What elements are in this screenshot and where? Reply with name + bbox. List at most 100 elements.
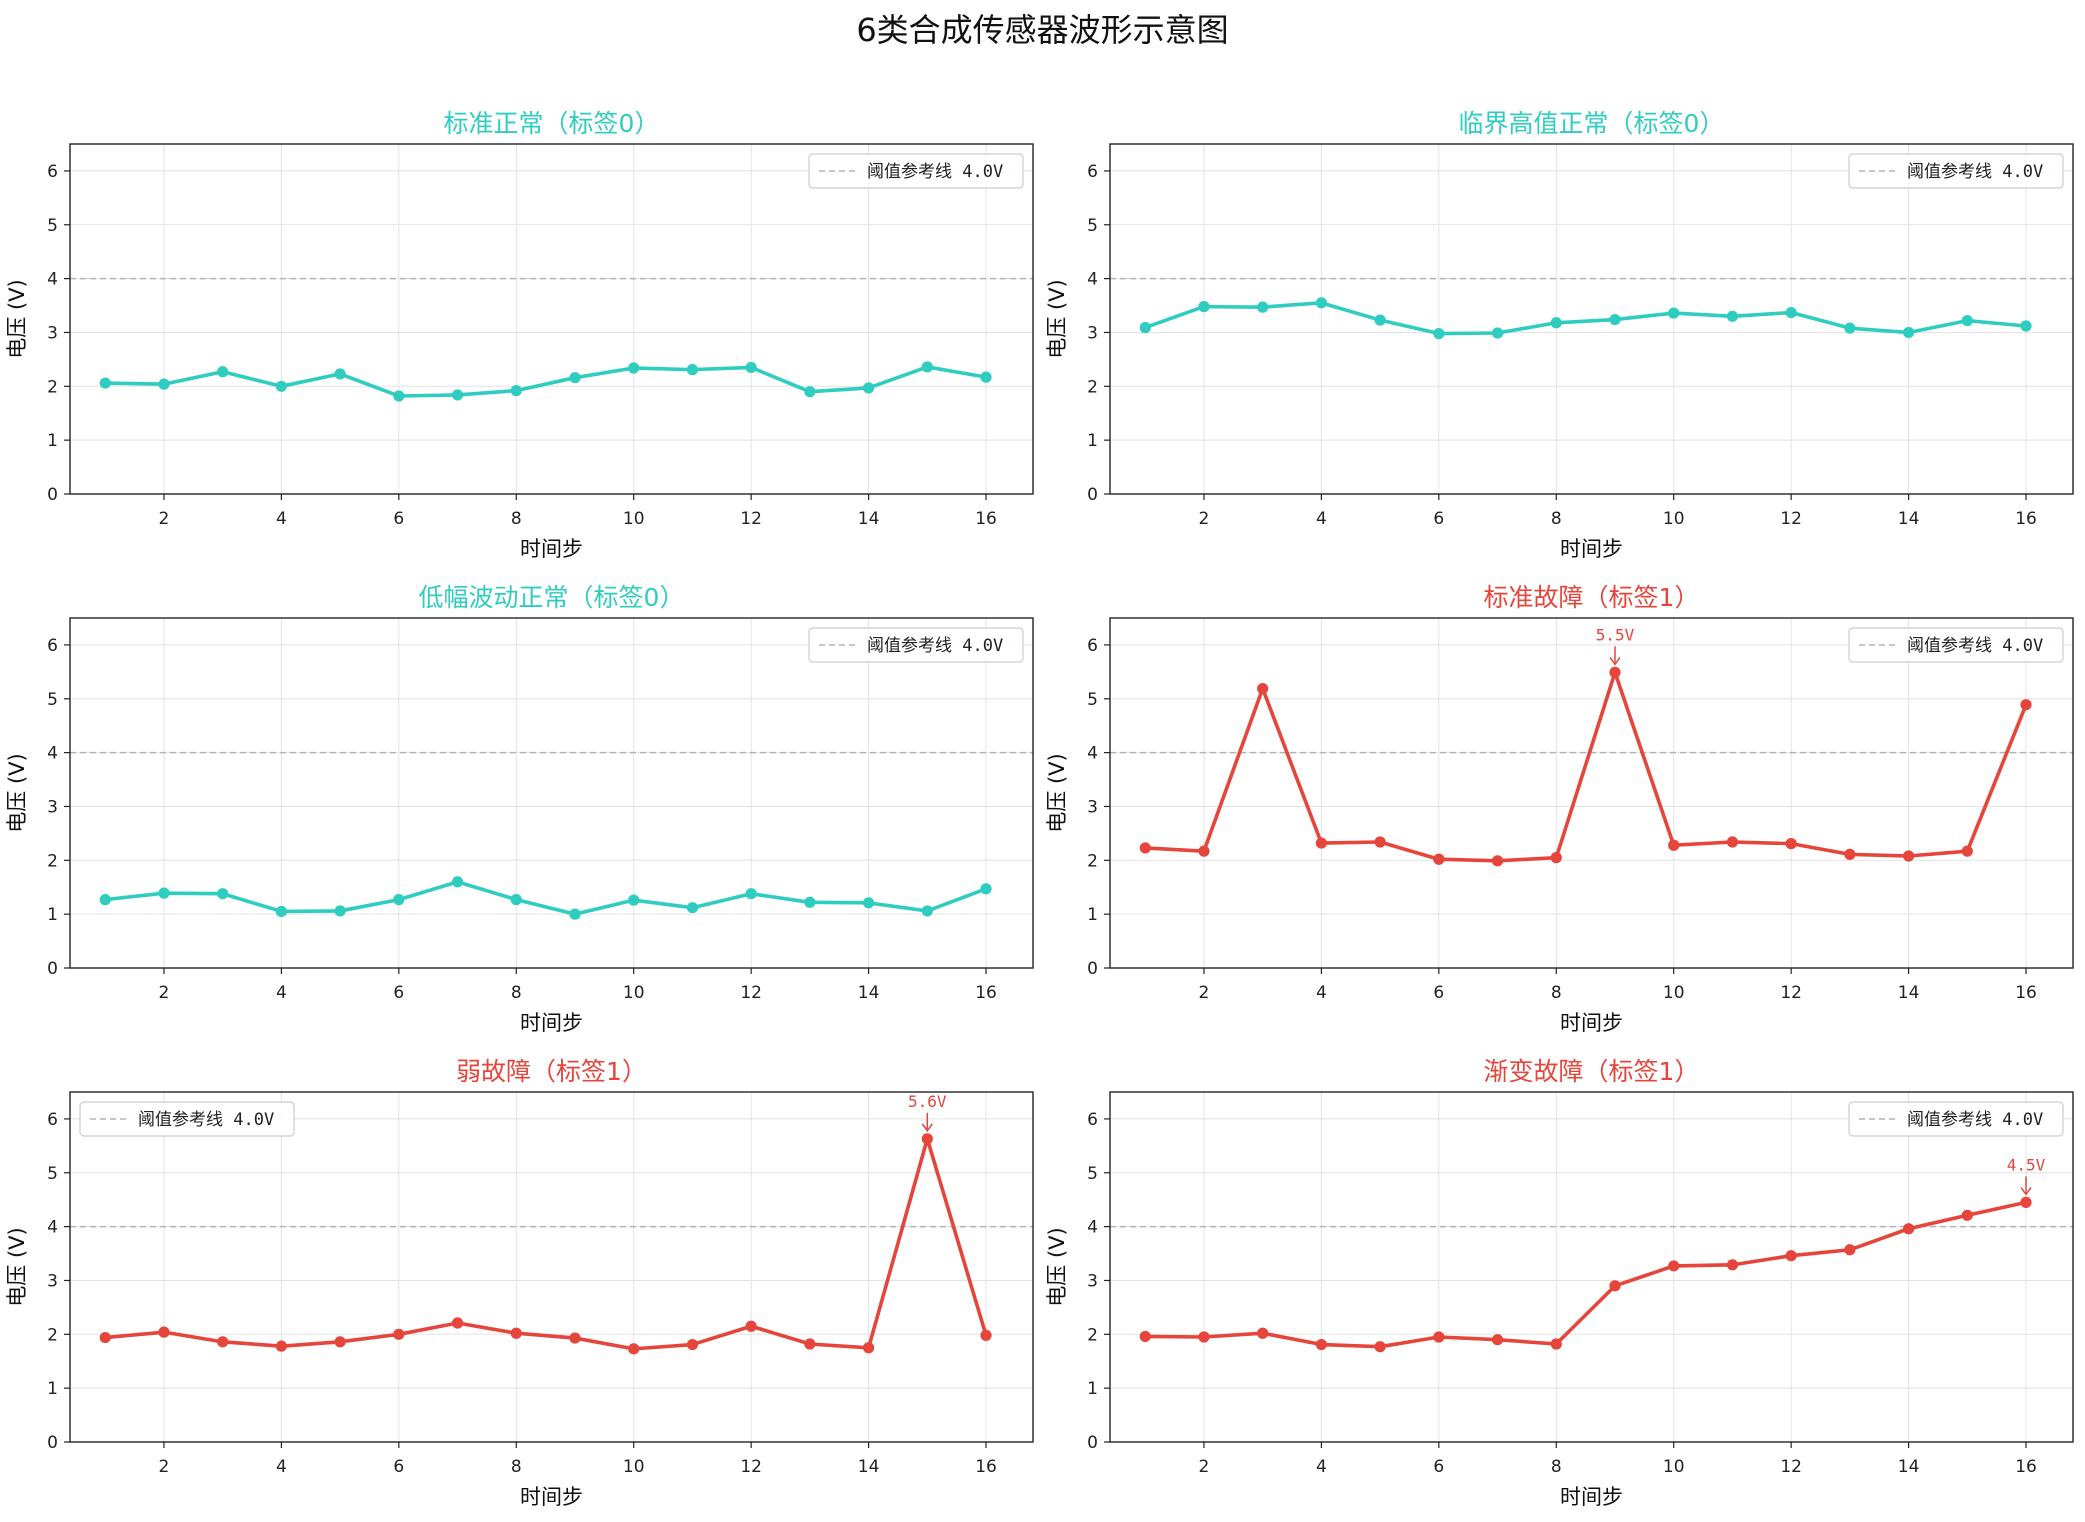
- legend: 阈值参考线 4.0V: [79, 1101, 295, 1137]
- y-tick-label: 1: [1087, 905, 1098, 925]
- x-tick-label: 10: [1663, 1457, 1685, 1477]
- data-point: [2020, 320, 2032, 332]
- data-point: [804, 1338, 816, 1350]
- data-point: [393, 1328, 405, 1340]
- subplot-title: 弱故障（标签1）: [456, 1057, 647, 1086]
- data-point: [686, 902, 699, 914]
- data-point: [921, 905, 933, 917]
- series-line: [1145, 670, 2028, 863]
- data-point: [1902, 1223, 1915, 1235]
- legend: 阈值参考线 4.0V: [1848, 1101, 2064, 1137]
- y-tick-label: 1: [1087, 431, 1098, 451]
- x-tick-label: 2: [159, 983, 170, 1003]
- y-axis-label: 电压 (V): [1045, 753, 1069, 832]
- x-tick-label: 8: [1551, 509, 1562, 529]
- x-axis-label: 时间步: [1560, 1011, 1623, 1035]
- y-tick-label: 4: [47, 1218, 58, 1238]
- data-point: [1198, 1331, 1210, 1343]
- data-point: [862, 1342, 875, 1354]
- y-tick-label: 2: [1087, 377, 1098, 397]
- data-point: [1491, 855, 1504, 867]
- legend-label: 阈值参考线 4.0V: [1907, 636, 2043, 656]
- series-line: [105, 365, 987, 398]
- data-point: [628, 894, 640, 906]
- subplot-title: 标准正常（标签0）: [444, 109, 660, 138]
- legend: 阈值参考线 4.0V: [808, 627, 1024, 663]
- legend-box: [79, 1101, 295, 1137]
- data-point: [334, 1336, 346, 1348]
- data-point: [2020, 1196, 2032, 1208]
- data-point: [569, 1332, 581, 1344]
- x-tick-label: 16: [975, 1457, 997, 1477]
- series-line: [1145, 1200, 2027, 1349]
- data-point: [1491, 327, 1504, 339]
- y-tick-label: 2: [47, 1325, 58, 1345]
- data-point: [1609, 313, 1621, 326]
- x-tick-label: 2: [1199, 1457, 1210, 1477]
- peak-annotation: 4.5V: [2007, 1155, 2046, 1196]
- legend-label: 阈值参考线 4.0V: [867, 636, 1003, 656]
- data-point: [1668, 839, 1680, 851]
- y-tick-label: 0: [1087, 1433, 1098, 1453]
- data-point: [158, 1326, 170, 1338]
- x-tick-label: 14: [1898, 1457, 1920, 1477]
- data-point: [217, 366, 229, 378]
- x-tick-label: 16: [975, 983, 997, 1003]
- legend-label: 阈值参考线 4.0V: [867, 162, 1003, 182]
- legend-box: [808, 627, 1024, 663]
- data-point: [451, 1317, 464, 1329]
- x-tick-label: 12: [740, 983, 762, 1003]
- series-line: [105, 880, 987, 916]
- y-tick-label: 5: [1087, 216, 1098, 236]
- peak-annotation: 5.6V: [908, 1092, 947, 1133]
- x-tick-label: 8: [511, 983, 522, 1003]
- y-tick-label: 1: [47, 905, 58, 925]
- x-tick-label: 10: [623, 509, 645, 529]
- x-tick-label: 8: [511, 1457, 522, 1477]
- annotation-label: 5.6V: [908, 1092, 947, 1111]
- x-tick-label: 6: [1433, 983, 1444, 1003]
- data-point: [99, 1331, 111, 1344]
- data-point: [1961, 845, 1973, 857]
- data-point: [1550, 1338, 1562, 1350]
- x-tick-label: 12: [740, 1457, 762, 1477]
- x-tick-label: 4: [276, 509, 287, 529]
- data-point: [275, 1340, 287, 1352]
- x-tick-label: 8: [1551, 1457, 1562, 1477]
- y-tick-label: 5: [1087, 1164, 1098, 1184]
- data-point: [1785, 1250, 1797, 1262]
- x-tick-label: 12: [740, 509, 762, 529]
- y-tick-label: 3: [47, 323, 58, 343]
- x-axis-label: 时间步: [520, 537, 583, 561]
- legend: 阈值参考线 4.0V: [808, 153, 1024, 189]
- x-tick-label: 4: [1316, 1457, 1327, 1477]
- y-tick-label: 4: [47, 270, 58, 290]
- y-tick-label: 4: [1087, 1218, 1098, 1238]
- legend-label: 阈值参考线 4.0V: [138, 1110, 274, 1130]
- x-tick-label: 6: [393, 509, 404, 529]
- data-point: [217, 1336, 229, 1348]
- data-point: [1257, 1327, 1269, 1339]
- y-tick-label: 4: [1087, 744, 1098, 764]
- x-tick-label: 10: [1663, 983, 1685, 1003]
- data-point: [1726, 310, 1739, 322]
- data-point: [1198, 301, 1210, 313]
- x-tick-label: 16: [2015, 1457, 2037, 1477]
- data-point: [158, 887, 170, 899]
- plot-frame: [1109, 1091, 2074, 1443]
- data-point: [510, 894, 522, 906]
- y-axis-label: 电压 (V): [5, 1227, 29, 1306]
- data-point: [804, 896, 816, 908]
- subplot-title: 低幅波动正常（标签0）: [419, 583, 685, 612]
- data-point: [1374, 836, 1386, 848]
- x-tick-label: 4: [276, 983, 287, 1003]
- data-point: [2020, 699, 2032, 711]
- data-point: [99, 377, 111, 389]
- data-point: [1726, 1259, 1739, 1271]
- plot-frame: [69, 143, 1034, 495]
- data-point: [1139, 842, 1151, 854]
- y-tick-label: 5: [47, 690, 58, 710]
